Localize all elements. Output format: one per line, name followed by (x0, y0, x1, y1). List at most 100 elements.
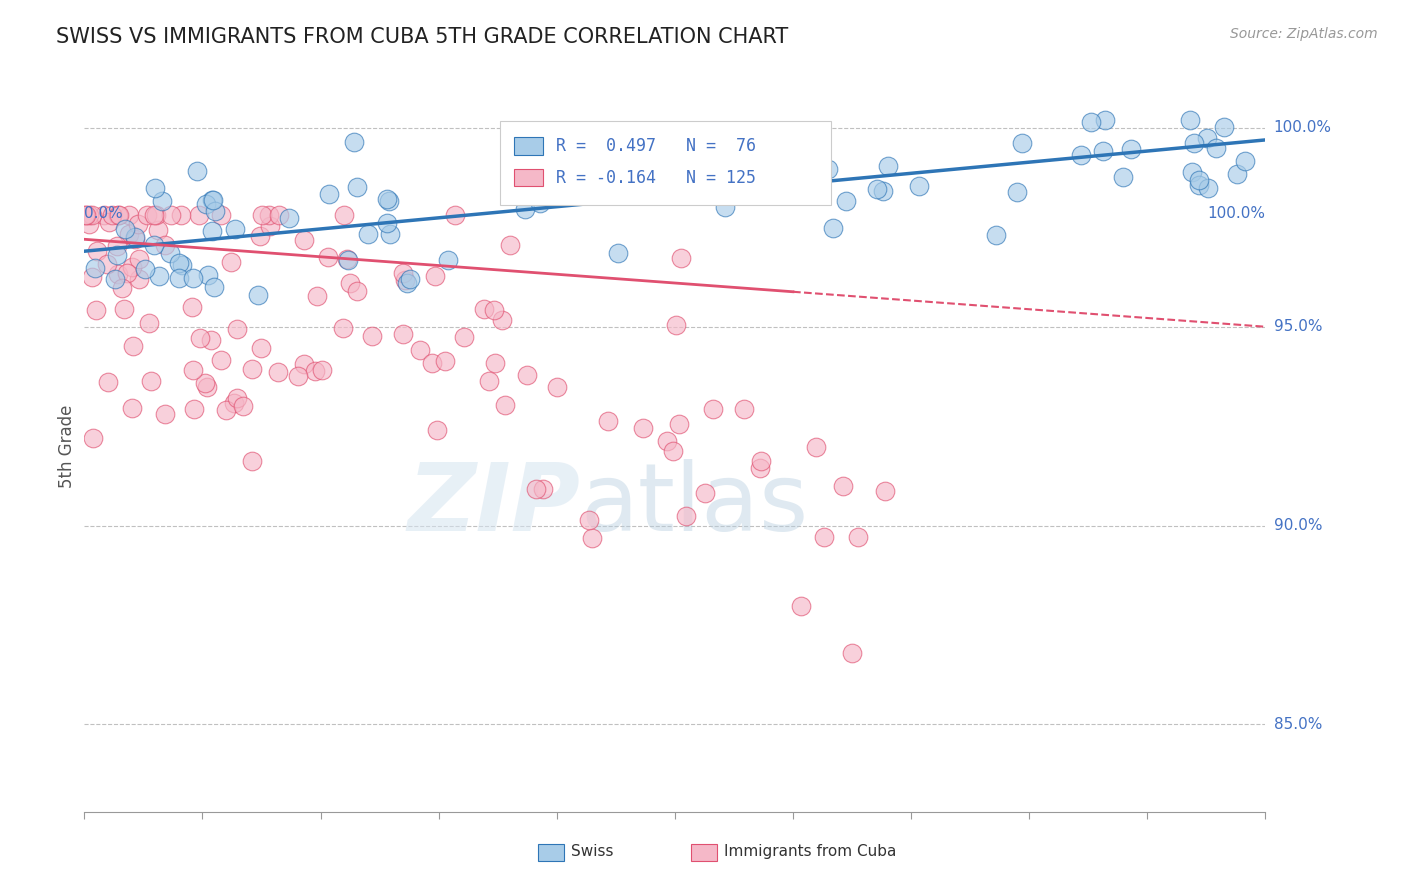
Immigrants from Cuba (443, 209, 465, 223)
Immigrants from Cuba (86, 244, 108, 258)
Immigrants from Cuba (118, 227, 141, 241)
Immigrants from Cuba (478, 374, 501, 388)
Swiss (984, 227, 1007, 242)
Immigrants from Cuba (668, 417, 690, 431)
Immigrants from Cuba (516, 368, 538, 383)
Immigrants from Cuba (209, 209, 232, 223)
Text: R = -0.164   N = 125: R = -0.164 N = 125 (555, 169, 755, 186)
Immigrants from Cuba (111, 281, 134, 295)
Immigrants from Cuba (153, 407, 176, 421)
Immigrants from Cuba (394, 273, 416, 287)
FancyBboxPatch shape (515, 137, 543, 155)
Swiss (84, 261, 107, 276)
Immigrants from Cuba (484, 356, 506, 370)
Immigrants from Cuba (80, 209, 103, 223)
Swiss (872, 184, 894, 198)
Swiss (1094, 113, 1116, 128)
Swiss (167, 255, 190, 269)
Swiss (378, 227, 401, 241)
Text: Immigrants from Cuba: Immigrants from Cuba (724, 845, 897, 860)
Swiss (186, 164, 208, 178)
Immigrants from Cuba (392, 266, 415, 280)
Immigrants from Cuba (226, 391, 249, 405)
Text: 100.0%: 100.0% (1274, 120, 1331, 136)
Immigrants from Cuba (426, 423, 449, 437)
Swiss (1226, 167, 1249, 181)
Immigrants from Cuba (433, 354, 456, 368)
Immigrants from Cuba (531, 482, 554, 496)
Swiss (105, 247, 128, 261)
Swiss (707, 163, 730, 178)
Immigrants from Cuba (813, 530, 835, 544)
Swiss (343, 135, 366, 149)
Text: ZIP: ZIP (408, 458, 581, 550)
Immigrants from Cuba (225, 321, 247, 335)
Swiss (181, 271, 204, 285)
Swiss (201, 193, 224, 207)
Swiss (375, 192, 398, 206)
Immigrants from Cuba (215, 402, 238, 417)
FancyBboxPatch shape (515, 169, 543, 186)
Immigrants from Cuba (145, 209, 167, 223)
Swiss (1091, 145, 1114, 159)
Swiss (346, 179, 368, 194)
Swiss (114, 222, 136, 236)
Immigrants from Cuba (316, 250, 339, 264)
Immigrants from Cuba (77, 209, 100, 223)
Immigrants from Cuba (267, 365, 290, 379)
FancyBboxPatch shape (538, 844, 564, 862)
Text: 100.0%: 100.0% (1208, 206, 1265, 221)
Swiss (202, 280, 225, 294)
Swiss (134, 261, 156, 276)
Swiss (104, 272, 127, 286)
Immigrants from Cuba (112, 301, 135, 316)
Swiss (1080, 115, 1102, 129)
Immigrants from Cuba (181, 300, 204, 314)
Swiss (150, 194, 173, 208)
Immigrants from Cuba (96, 257, 118, 271)
Swiss (398, 272, 420, 286)
Immigrants from Cuba (420, 356, 443, 370)
Immigrants from Cuba (188, 209, 211, 223)
Swiss (204, 203, 226, 218)
Immigrants from Cuba (392, 327, 415, 342)
Immigrants from Cuba (693, 486, 716, 500)
Swiss (817, 161, 839, 176)
Immigrants from Cuba (339, 276, 361, 290)
Immigrants from Cuba (332, 209, 354, 223)
Swiss (607, 246, 630, 260)
Immigrants from Cuba (138, 316, 160, 330)
Immigrants from Cuba (107, 209, 129, 223)
Swiss (247, 288, 270, 302)
Swiss (377, 194, 399, 209)
Immigrants from Cuba (250, 341, 273, 355)
Immigrants from Cuba (105, 239, 128, 253)
Swiss (167, 271, 190, 285)
Immigrants from Cuba (749, 461, 772, 475)
Immigrants from Cuba (221, 255, 243, 269)
Immigrants from Cuba (346, 284, 368, 298)
Immigrants from Cuba (499, 237, 522, 252)
Swiss (866, 182, 889, 196)
Text: 85.0%: 85.0% (1274, 717, 1322, 731)
Immigrants from Cuba (107, 267, 129, 281)
Text: 95.0%: 95.0% (1274, 319, 1322, 334)
FancyBboxPatch shape (692, 844, 717, 862)
Immigrants from Cuba (252, 209, 274, 223)
Swiss (1070, 147, 1092, 161)
Immigrants from Cuba (361, 329, 384, 343)
Text: atlas: atlas (581, 458, 808, 550)
Immigrants from Cuba (232, 399, 254, 413)
Immigrants from Cuba (749, 453, 772, 467)
Swiss (1197, 180, 1219, 194)
Swiss (201, 193, 224, 207)
Swiss (148, 268, 170, 283)
Swiss (908, 178, 931, 193)
Swiss (529, 196, 551, 211)
Immigrants from Cuba (211, 353, 233, 368)
Immigrants from Cuba (631, 421, 654, 435)
Swiss (337, 252, 360, 267)
Immigrants from Cuba (84, 303, 107, 318)
Immigrants from Cuba (75, 209, 97, 223)
Immigrants from Cuba (287, 369, 309, 384)
